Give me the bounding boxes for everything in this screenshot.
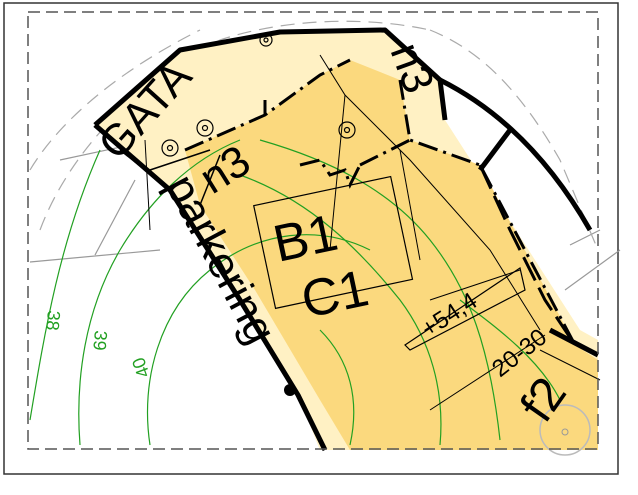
tree-icon bbox=[161, 139, 179, 157]
street-inner-lines bbox=[119, 149, 221, 206]
tree-icon bbox=[338, 121, 356, 139]
tree-icon bbox=[196, 119, 214, 137]
contour-lines bbox=[29, 139, 561, 446]
zone-boundary bbox=[263, 100, 411, 189]
zone-label-box bbox=[253, 175, 414, 310]
point-marker-center bbox=[561, 428, 569, 436]
background-lines bbox=[29, 144, 621, 291]
contour-label-38: 38 bbox=[42, 310, 64, 332]
background-dashed-lines bbox=[29, 20, 599, 251]
building-zone-b1-c1 bbox=[185, 60, 598, 450]
zone-edge-right bbox=[478, 164, 577, 346]
zone-b1-label: B1 bbox=[268, 204, 342, 274]
survey-point bbox=[284, 384, 296, 396]
zone-c1-label: C1 bbox=[296, 259, 373, 330]
tree-symbols bbox=[161, 33, 356, 157]
tree-icon bbox=[259, 33, 273, 47]
street-outline bbox=[93, 27, 600, 452]
elevation-marker bbox=[404, 267, 526, 351]
contour-label-39: 39 bbox=[89, 330, 111, 352]
point-marker bbox=[539, 404, 591, 456]
property-boundary bbox=[184, 58, 577, 346]
